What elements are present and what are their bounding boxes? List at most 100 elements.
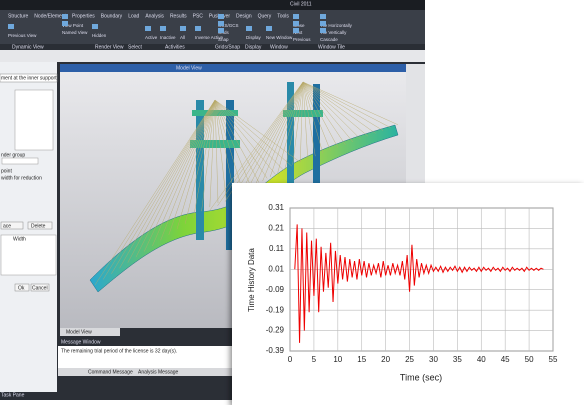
ribbon-button[interactable]: Tile Vertically bbox=[320, 30, 347, 35]
ribbon-group-label: Select bbox=[128, 44, 143, 50]
view-title-bar bbox=[60, 64, 406, 72]
ribbon-group-label: Activities bbox=[165, 44, 185, 50]
list-box[interactable] bbox=[14, 89, 54, 151]
y-tick-label: -0.09 bbox=[266, 285, 285, 294]
ribbon-group-bar bbox=[0, 44, 425, 50]
ok-button[interactable] bbox=[14, 283, 30, 292]
cable bbox=[269, 81, 304, 177]
cable bbox=[277, 81, 304, 173]
message-text: The remaining trial period of the licens… bbox=[61, 348, 177, 354]
cable bbox=[214, 99, 276, 175]
cable bbox=[302, 81, 339, 148]
cable bbox=[168, 99, 216, 235]
menu-item[interactable]: Analysis bbox=[145, 13, 164, 19]
ribbon-button[interactable]: UCS/GCS bbox=[218, 23, 239, 28]
y-tick-label: -0.29 bbox=[266, 326, 285, 335]
ribbon-icon[interactable] bbox=[266, 26, 272, 31]
menu-bar bbox=[0, 0, 425, 10]
group-select[interactable] bbox=[1, 157, 39, 165]
cable bbox=[135, 99, 216, 258]
menu-item[interactable]: Tools bbox=[277, 13, 289, 19]
ribbon-icon[interactable] bbox=[92, 24, 98, 29]
cable bbox=[302, 81, 346, 145]
ribbon-icon[interactable] bbox=[180, 26, 186, 31]
cable bbox=[214, 99, 251, 187]
menu-item[interactable]: Design bbox=[236, 13, 252, 19]
button-label[interactable]: Delete bbox=[31, 223, 46, 229]
ribbon-icon[interactable] bbox=[320, 28, 326, 33]
y-tick-label: 0.31 bbox=[268, 203, 284, 212]
task-pane-footer: Task Pane bbox=[1, 392, 25, 398]
ribbon-group-label: Dynamic View bbox=[12, 44, 44, 50]
ribbon-icon[interactable] bbox=[320, 21, 326, 26]
cable bbox=[160, 99, 216, 241]
cable bbox=[285, 81, 304, 169]
message-tab[interactable]: Analysis Message bbox=[138, 369, 179, 375]
ribbon-icon[interactable] bbox=[293, 28, 299, 33]
ribbon-icon[interactable] bbox=[218, 28, 224, 33]
menu-item[interactable]: Load bbox=[128, 13, 139, 19]
group-label: nder group bbox=[1, 152, 25, 158]
view-tab[interactable] bbox=[60, 328, 120, 336]
ribbon-button[interactable]: Tile Horizontally bbox=[320, 23, 353, 28]
ribbon-button[interactable]: Previous bbox=[293, 37, 311, 42]
ribbon-icon[interactable] bbox=[246, 26, 252, 31]
reduction-label: width for reduction bbox=[1, 175, 42, 181]
cable bbox=[193, 99, 216, 219]
ribbon-button[interactable]: Inverse Active bbox=[195, 35, 224, 40]
ribbon-icon[interactable] bbox=[218, 14, 224, 19]
menu-item[interactable]: Properties bbox=[72, 13, 95, 19]
button-label[interactable]: ace bbox=[3, 223, 11, 229]
ribbon-button[interactable]: New Window bbox=[266, 35, 293, 40]
ribbon-icon[interactable] bbox=[145, 26, 151, 31]
ok-label[interactable]: Ok bbox=[18, 285, 25, 291]
cable bbox=[214, 99, 260, 183]
ribbon-button[interactable]: Active bbox=[145, 35, 158, 40]
menu-item[interactable]: Query bbox=[258, 13, 272, 19]
cable bbox=[152, 99, 216, 247]
x-tick-label: 5 bbox=[312, 355, 317, 364]
button[interactable] bbox=[27, 221, 53, 230]
ribbon-icon[interactable] bbox=[62, 21, 68, 26]
ribbon-icon[interactable] bbox=[293, 21, 299, 26]
ribbon-button[interactable]: Previous View bbox=[8, 33, 37, 38]
chart-panel bbox=[232, 183, 584, 405]
cancel-button[interactable] bbox=[30, 283, 50, 292]
ribbon-icon[interactable] bbox=[8, 24, 14, 29]
x-tick-label: 45 bbox=[501, 355, 510, 364]
ribbon-button[interactable]: Named View bbox=[62, 30, 88, 35]
cable bbox=[214, 99, 292, 167]
button[interactable] bbox=[0, 221, 24, 230]
point-label: point bbox=[1, 168, 12, 174]
ribbon-icon[interactable] bbox=[160, 26, 166, 31]
cable bbox=[214, 99, 235, 195]
menu-item[interactable]: PSC bbox=[193, 13, 204, 19]
message-tab[interactable]: Command Message bbox=[88, 369, 133, 375]
cable bbox=[185, 99, 216, 224]
x-tick-label: 10 bbox=[333, 355, 342, 364]
ribbon-button[interactable]: Close bbox=[293, 23, 305, 28]
ribbon-button[interactable]: Inactive bbox=[160, 35, 176, 40]
menu-item[interactable]: Node/Element bbox=[34, 13, 66, 19]
cable bbox=[302, 81, 369, 137]
menu-item[interactable]: Boundary bbox=[101, 13, 123, 19]
cable bbox=[302, 81, 323, 154]
menu-item[interactable]: Structure bbox=[8, 13, 29, 19]
cable bbox=[232, 81, 304, 198]
ribbon-button[interactable]: Cascade bbox=[320, 37, 338, 42]
ribbon-button[interactable]: View Point bbox=[62, 23, 84, 28]
ribbon-button[interactable]: Snap bbox=[218, 37, 229, 42]
ribbon-icon[interactable] bbox=[293, 14, 299, 19]
ribbon-icon[interactable] bbox=[62, 14, 68, 19]
ribbon-button[interactable]: Hidden bbox=[92, 33, 107, 38]
view-tab-label[interactable]: Model View bbox=[66, 329, 92, 335]
ribbon-icon[interactable] bbox=[195, 26, 201, 31]
cancel-label[interactable]: Cancel bbox=[32, 285, 48, 291]
y-tick-label: 0.01 bbox=[268, 264, 284, 273]
menu-item[interactable]: Results bbox=[170, 13, 187, 19]
ribbon-icon[interactable] bbox=[218, 21, 224, 26]
ribbon-button[interactable]: All bbox=[180, 35, 185, 40]
ribbon-icon[interactable] bbox=[320, 14, 326, 19]
ribbon-button[interactable]: Display bbox=[246, 35, 262, 40]
